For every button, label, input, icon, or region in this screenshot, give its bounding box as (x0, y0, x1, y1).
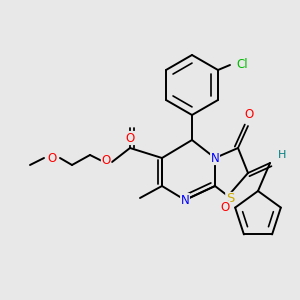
Text: Cl: Cl (236, 58, 248, 71)
Text: H: H (278, 150, 286, 160)
Text: N: N (211, 152, 219, 164)
Text: N: N (181, 194, 189, 206)
Text: S: S (226, 193, 234, 206)
Text: O: O (101, 154, 111, 166)
Text: O: O (125, 131, 135, 145)
Text: O: O (244, 109, 253, 122)
Text: O: O (47, 152, 57, 164)
Text: O: O (220, 201, 230, 214)
